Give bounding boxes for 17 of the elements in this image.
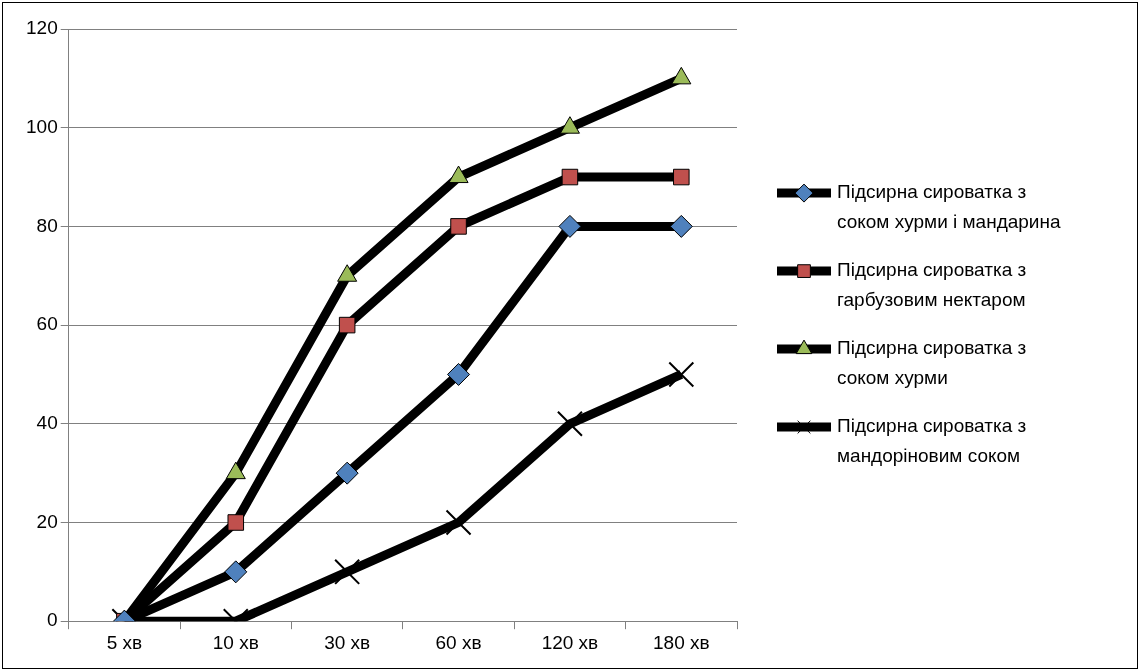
x-tick-label: 5 хв <box>106 631 143 653</box>
legend-label: Підсирна сироватка з соком хурми <box>837 337 1027 389</box>
y-tick-label: 0 <box>47 609 58 631</box>
y-tick-label: 80 <box>36 214 58 236</box>
y-tick-label: 20 <box>36 510 58 532</box>
x-tick-label: 180 хв <box>653 631 710 653</box>
x-tick-label: 120 хв <box>541 631 599 653</box>
legend-label: Підсирна сироватка з гарбузовим нектаром <box>837 259 1027 311</box>
y-tick-label: 100 <box>26 115 58 137</box>
x-tick-label: 10 хв <box>212 631 259 653</box>
y-tick-label: 60 <box>36 313 58 335</box>
legend-label: Підсирна сироватка з соком хурми і мандарина <box>837 181 1061 233</box>
legend-label: Підсирна сироватка з мандоріновим соком <box>837 415 1027 467</box>
y-tick-label: 120 <box>26 17 58 39</box>
x-tick-label: 30 хв <box>324 631 371 653</box>
y-tick-label: 40 <box>36 412 58 434</box>
x-tick-label: 60 хв <box>435 631 482 653</box>
